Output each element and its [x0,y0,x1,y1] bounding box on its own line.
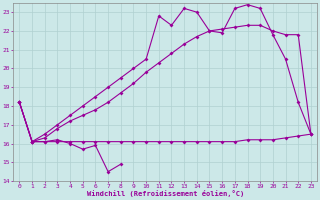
X-axis label: Windchill (Refroidissement éolien,°C): Windchill (Refroidissement éolien,°C) [86,190,244,197]
